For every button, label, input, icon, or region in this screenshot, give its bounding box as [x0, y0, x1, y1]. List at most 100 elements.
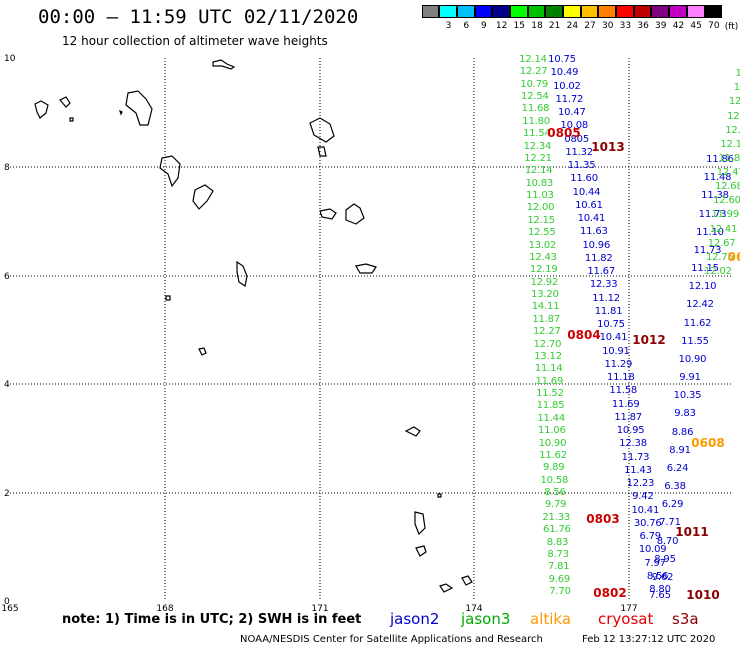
wave-height-value: 61.76: [543, 524, 571, 536]
wave-height-value: 12.15: [527, 214, 555, 226]
wave-height-value: 10.61: [575, 199, 603, 211]
wave-height-value: 11.67: [587, 266, 616, 277]
legend-swatch: 36: [633, 5, 652, 32]
wave-height-value: 12.92: [530, 276, 559, 288]
satellite-label-cryosat: cryosat: [598, 610, 654, 628]
pass-time-label: 1013: [591, 140, 625, 154]
legend-swatch: 15: [509, 5, 528, 32]
credit-text: NOAA/NESDIS Center for Satellite Applica…: [240, 634, 543, 645]
wave-height-value: 11.87: [532, 313, 560, 325]
wave-height-value: 11.29: [604, 358, 633, 370]
wave-height-value: 11.43: [624, 464, 652, 476]
wave-height-value: 12.1: [727, 110, 740, 122]
latitude-tick-label: 6: [4, 272, 10, 282]
wave-height-value: 10.90: [678, 353, 707, 365]
wave-height-value: 12.3: [725, 124, 740, 136]
wave-height-value: 9.83: [674, 408, 696, 420]
island-shape: [319, 208, 337, 220]
wave-height-value: 10.91: [602, 345, 630, 357]
island-shape: [59, 96, 71, 108]
island-shape: [165, 295, 171, 301]
wave-height-value: 21.33: [542, 511, 571, 523]
wave-height-value: 11.14: [534, 363, 563, 375]
wave-height-value: 11.82: [584, 252, 613, 264]
wave-height-value: 6.38: [664, 481, 686, 492]
island-shape: [415, 545, 427, 557]
wave-height-value: 11.72: [555, 93, 584, 105]
wave-height-value: 30.76: [633, 517, 662, 529]
wave-height-value: 12.55: [527, 227, 556, 239]
legend-label: 24: [566, 21, 579, 31]
legend-color: [686, 5, 705, 18]
wave-height-value: 12.27: [532, 326, 561, 338]
wave-height-value: 11.62: [539, 449, 567, 461]
wave-height-value: 11.12: [592, 292, 620, 304]
legend-color: [509, 5, 528, 18]
legend-color: [669, 5, 687, 18]
wave-height-value: 13: [739, 54, 740, 65]
color-legend: 3 6 9 12 15 18 21 24 27 30 33 36 39 42 45 70 (ft): [421, 5, 738, 32]
wave-height-value: 11.73: [621, 451, 650, 463]
wave-height-value: 10.96: [582, 239, 611, 251]
legend-label: 15: [513, 21, 525, 31]
pass-time-label: 0608: [691, 436, 725, 450]
wave-height-value: 11.88: [718, 152, 740, 164]
wave-height-value: 12.: [735, 68, 740, 80]
legend-color: [474, 5, 493, 18]
legend-label: 27: [584, 21, 596, 31]
wave-height-value: 11.35: [567, 160, 596, 171]
wave-height-value: 12.70: [533, 338, 562, 350]
wave-height-value: 10.44: [572, 186, 601, 198]
wave-height-value: 9.42: [632, 491, 654, 503]
wave-height-value: 11.99: [711, 209, 740, 221]
wave-height-value: 11.10: [696, 226, 724, 238]
wave-height-value: 12.18: [720, 138, 740, 150]
map-subtitle: 12 hour collection of altimeter wave hei…: [62, 34, 328, 48]
island-shape: [309, 117, 335, 143]
wave-height-value: 11.03: [526, 190, 554, 202]
wave-height-value: 12.02: [704, 266, 732, 277]
wave-height-value: 10.75: [548, 54, 576, 65]
wave-height-value: 8.56: [544, 487, 566, 499]
wave-height-value: 10.95: [616, 425, 645, 436]
wave-height-value: 12.38: [619, 438, 647, 450]
pass-time-label: 0805: [547, 126, 581, 140]
legend-swatch: 9: [474, 5, 493, 32]
wave-height-value: 10.02: [553, 80, 581, 92]
island-shape: [461, 575, 473, 586]
island-shape: [414, 511, 426, 536]
wave-height-value: 12.42: [686, 299, 714, 311]
legend-color: [439, 5, 457, 18]
wave-height-value: 11.73: [698, 208, 727, 220]
island-shape: [439, 583, 454, 593]
legend-label: 70: [708, 21, 720, 31]
wave-height-value: 8.95: [654, 553, 676, 565]
wave-height-value: 10.75: [597, 319, 625, 330]
wave-height-value: 11.62: [683, 317, 712, 329]
wave-height-value: 7.71: [659, 517, 681, 529]
wave-height-value: 11.63: [580, 226, 608, 238]
legend-swatch: 42: [669, 5, 688, 32]
wave-height-value: 13.20: [531, 289, 559, 301]
island-shape: [236, 260, 248, 287]
legend-swatch: 12: [492, 5, 511, 32]
legend-swatch: 30: [598, 5, 617, 32]
longitude-tick-label: 177: [620, 604, 637, 614]
wave-height-value: 11.32: [565, 146, 593, 158]
legend-swatch: [421, 5, 440, 32]
legend-label: 9: [481, 21, 487, 31]
wave-height-value: 12.68: [714, 181, 740, 193]
wave-height-value: 11.68: [521, 103, 550, 115]
legend-label: 36: [637, 21, 649, 31]
wave-height-value: 12.14: [524, 165, 553, 177]
pass-time-label: 0803: [586, 512, 620, 526]
island-shape: [34, 100, 49, 119]
legend-swatch: 27: [580, 5, 599, 32]
legend-label: 18: [531, 21, 543, 31]
pass-time-label: 0804: [567, 328, 601, 342]
wave-height-value: 12.54: [521, 91, 549, 103]
wave-height-value: 10.09: [638, 544, 667, 556]
legend-color: [545, 5, 563, 18]
legend-color: [598, 5, 617, 18]
pass-time-label: 0802: [593, 586, 627, 600]
